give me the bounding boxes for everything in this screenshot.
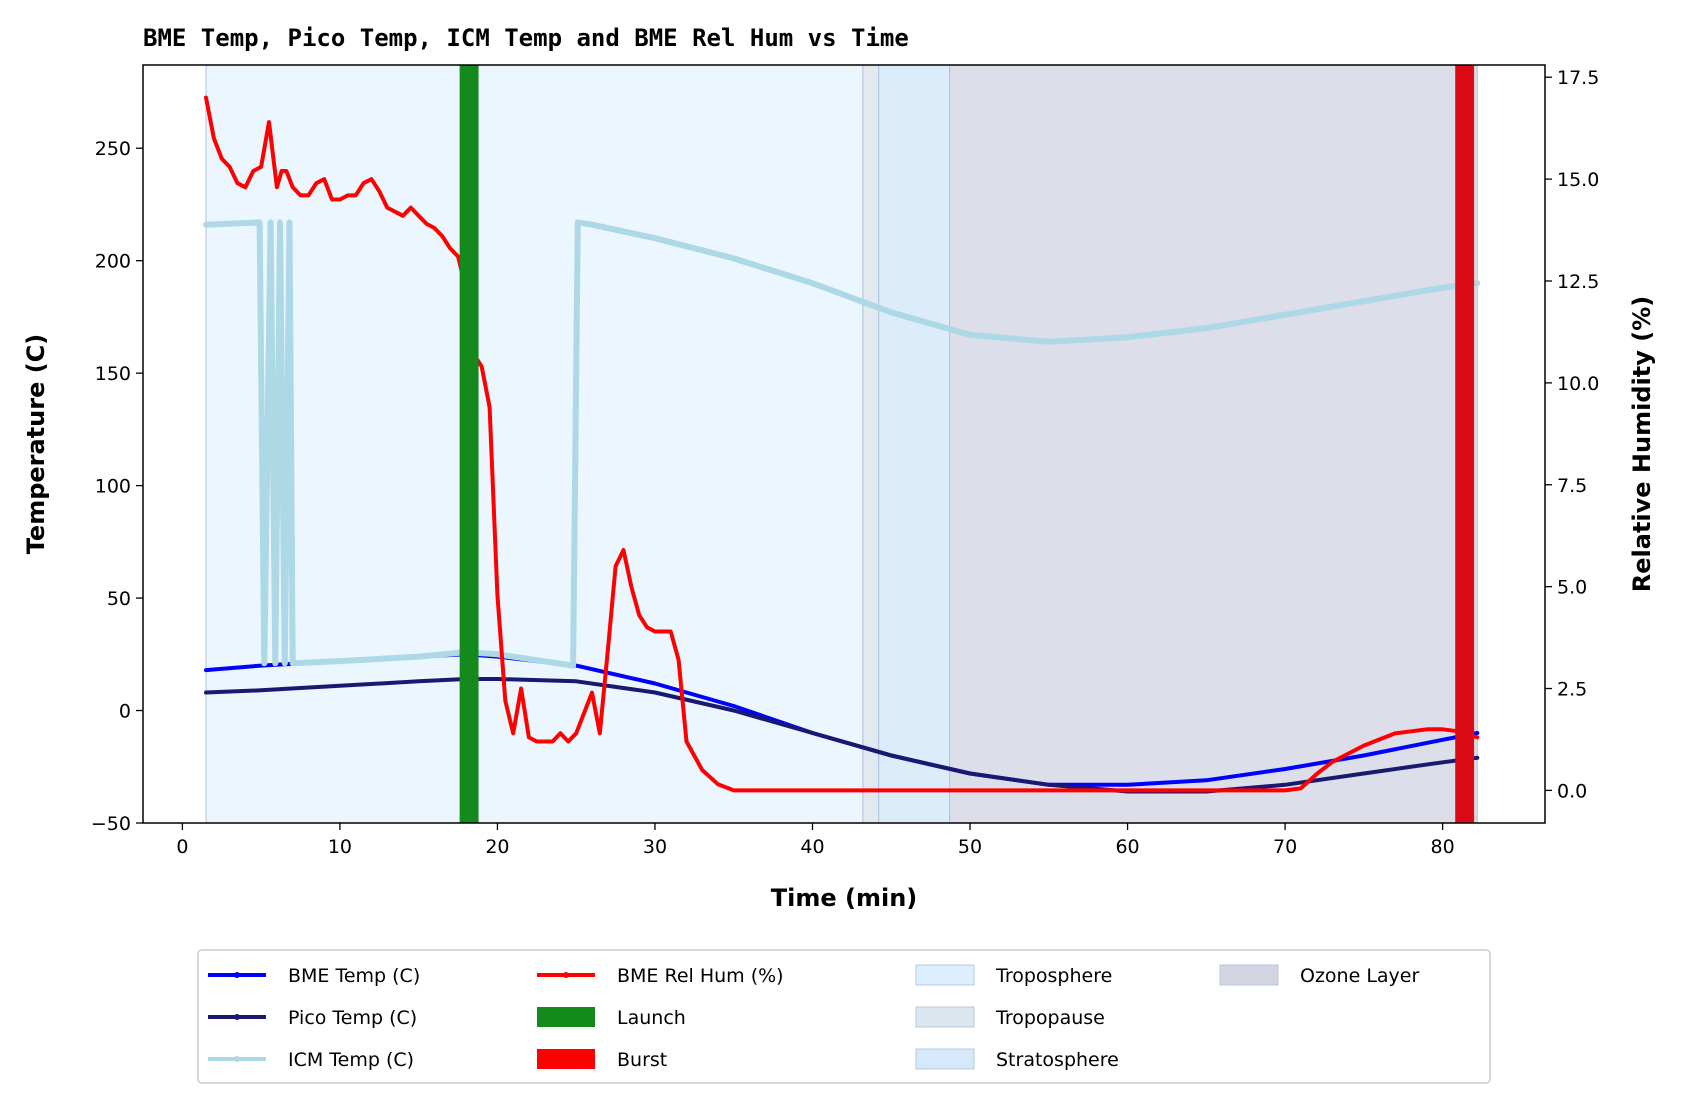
legend-swatch <box>915 964 975 986</box>
x-tick-label: 80 <box>1431 836 1455 858</box>
legend-label-bme-temp-c: BME Temp (C) <box>288 965 420 987</box>
x-tick-label: 10 <box>328 836 352 858</box>
y2-tick-label: 15.0 <box>1557 169 1599 191</box>
y-tick-label: −50 <box>91 813 131 835</box>
event-burst <box>1455 65 1475 823</box>
legend-label-troposphere: Troposphere <box>995 965 1112 987</box>
series-pico-temp-c <box>204 677 1480 794</box>
legend-marker <box>234 1014 240 1020</box>
legend-label-burst: Burst <box>617 1049 667 1071</box>
plot-frame <box>142 64 1546 824</box>
legend-marker <box>563 972 569 978</box>
legend-label-tropopause: Tropopause <box>995 1007 1105 1029</box>
region-stratosphere <box>878 64 951 824</box>
region-ozone-layer <box>949 64 1478 824</box>
series-layer <box>203 95 1481 794</box>
y2-tick-label: 17.5 <box>1557 67 1599 89</box>
y-tick-label: 0 <box>119 701 131 723</box>
y-tick-label: 150 <box>95 363 131 385</box>
y2-tick-label: 7.5 <box>1557 475 1587 497</box>
y-tick-label: 100 <box>95 476 131 498</box>
legend-label-icm-temp-c: ICM Temp (C) <box>288 1049 414 1071</box>
x-tick-label: 0 <box>176 836 188 858</box>
y-tick-label: 200 <box>95 251 131 273</box>
y-axis-ticks: −50 0 50 100 150 200 250 <box>91 138 143 835</box>
legend-marker <box>234 1056 240 1062</box>
y2-tick-label: 5.0 <box>1557 577 1587 599</box>
series-icm-temp-c <box>203 219 1481 669</box>
y-tick-label: 50 <box>107 588 131 610</box>
legend-label-pico-temp-c: Pico Temp (C) <box>288 1007 417 1029</box>
regions-layer <box>205 64 1478 824</box>
legend: BME Temp (C) Pico Temp (C) ICM Temp (C) BME… <box>208 964 1419 1071</box>
y2-tick-label: 12.5 <box>1557 271 1599 293</box>
events-layer <box>459 65 1475 823</box>
x-axis-ticks: 0 10 20 30 40 50 60 70 80 <box>176 823 1455 858</box>
legend-swatch <box>915 1006 975 1028</box>
legend-label-launch: Launch <box>617 1007 686 1029</box>
chart-title: BME Temp, Pico Temp, ICM Temp and BME Re… <box>143 24 909 52</box>
legend-box <box>197 949 1491 1084</box>
legend-swatch <box>1219 964 1279 986</box>
region-tropopause <box>862 64 880 824</box>
x-tick-label: 30 <box>643 836 667 858</box>
x-tick-label: 70 <box>1273 836 1297 858</box>
x-tick-label: 40 <box>800 836 824 858</box>
legend-swatch <box>537 1049 595 1069</box>
region-troposphere <box>205 64 864 824</box>
series-bme-rel-hum <box>204 95 1480 793</box>
legend-swatch <box>537 1007 595 1027</box>
legend-label-stratosphere: Stratosphere <box>996 1049 1119 1071</box>
y2-axis-label: Relative Humidity (%) <box>1628 296 1656 592</box>
legend-label-ozone-layer: Ozone Layer <box>1300 965 1419 987</box>
legend-label-bme-rel-hum: BME Rel Hum (%) <box>617 965 784 987</box>
x-axis-label: Time (min) <box>771 884 918 912</box>
legend-swatch <box>915 1048 975 1070</box>
y2-axis-ticks: 0.0 2.5 5.0 7.5 10.0 12.5 15.0 17.5 <box>1545 67 1599 802</box>
x-tick-label: 60 <box>1115 836 1139 858</box>
x-tick-label: 20 <box>485 836 509 858</box>
legend-marker <box>234 972 240 978</box>
event-launch <box>459 65 479 823</box>
x-tick-label: 50 <box>958 836 982 858</box>
y-axis-label: Temperature (C) <box>22 334 50 555</box>
y2-tick-label: 0.0 <box>1557 780 1587 802</box>
y-tick-label: 250 <box>95 138 131 160</box>
y2-tick-label: 10.0 <box>1557 373 1599 395</box>
y2-tick-label: 2.5 <box>1557 679 1587 701</box>
